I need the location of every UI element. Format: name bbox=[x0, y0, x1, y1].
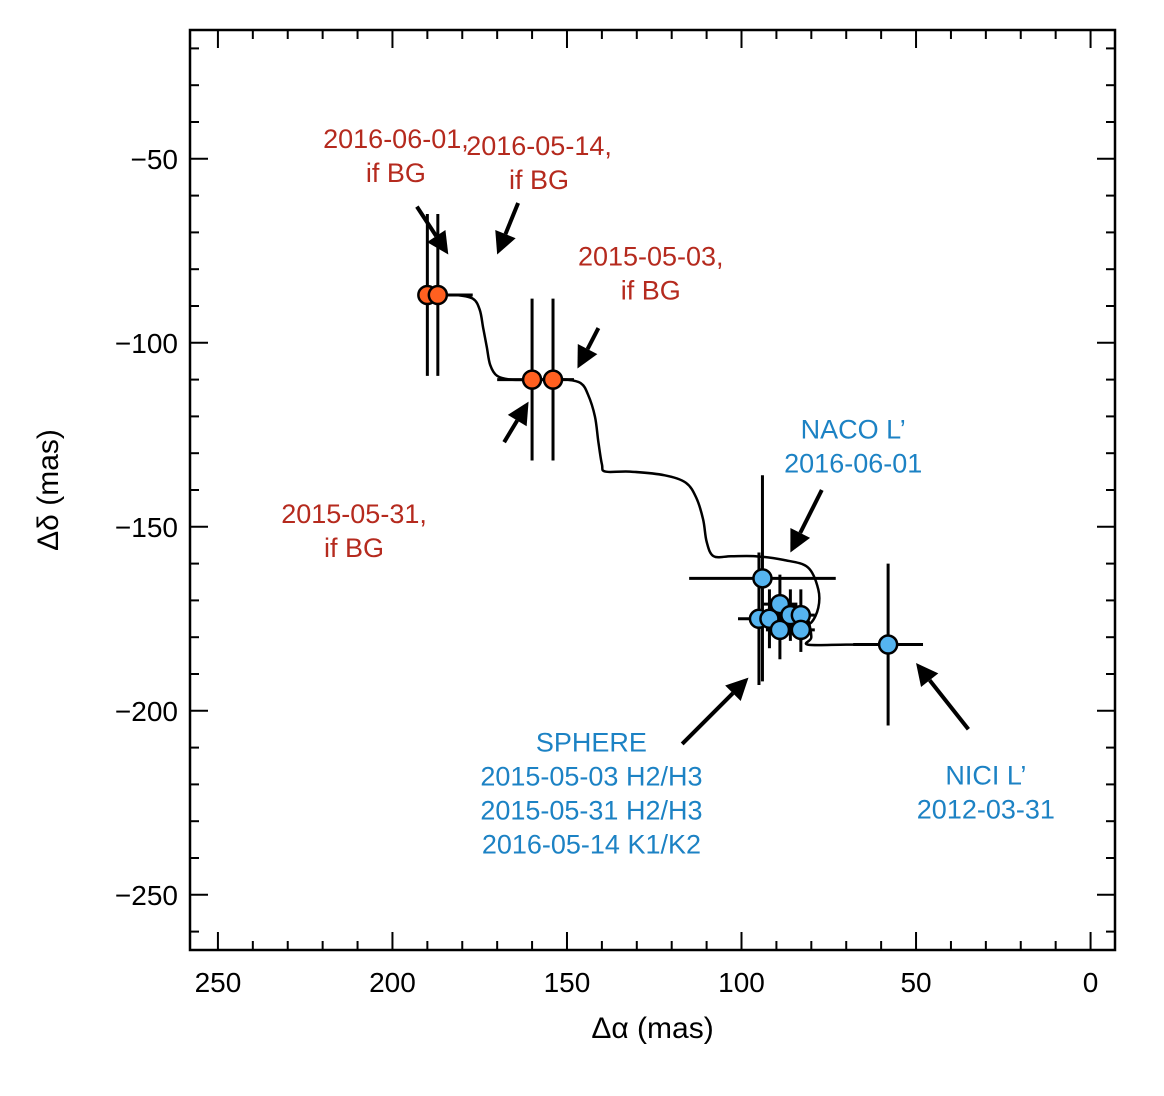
plot-frame bbox=[188, 28, 1117, 952]
annotation-arrow bbox=[928, 678, 970, 731]
y-tick-label: −200 bbox=[115, 696, 178, 727]
annotation-text: 2016-05-14, bbox=[466, 131, 612, 161]
y-tick-label: −100 bbox=[115, 328, 178, 359]
annotation-text: 2015-05-03 H2/H3 bbox=[480, 761, 702, 791]
annotation-text: SPHERE bbox=[536, 727, 647, 757]
arrow-head bbox=[916, 662, 939, 688]
annotation-text: 2015-05-03, bbox=[578, 242, 724, 272]
y-tick-label: −50 bbox=[131, 144, 179, 175]
annotation-arrow bbox=[415, 205, 438, 238]
annotation-arrow bbox=[680, 691, 735, 746]
predicted-bg-point bbox=[427, 284, 449, 306]
annotation-text: NACO L’ bbox=[801, 414, 906, 444]
predicted-bg-point bbox=[542, 369, 564, 390]
annotation-text: if BG bbox=[324, 533, 384, 563]
annotation-arrow bbox=[502, 419, 519, 444]
annotation-text: NICI L’ bbox=[945, 760, 1026, 790]
annotation-text: 2015-05-31 H2/H3 bbox=[480, 795, 702, 825]
annotation-text: 2012-03-31 bbox=[917, 794, 1055, 824]
y-tick-label: −250 bbox=[115, 880, 178, 911]
annotations: 2016-06-01, if BG 2016-05-14, if BG 2015-05-… bbox=[281, 124, 1055, 860]
annotation-arrow bbox=[585, 327, 601, 350]
annotation-text: if BG bbox=[621, 276, 681, 306]
annotation-text: 2016-06-01, bbox=[323, 124, 469, 154]
x-tick-label: 100 bbox=[718, 967, 765, 998]
arrow-head bbox=[725, 677, 749, 702]
x-tick-label: 50 bbox=[900, 967, 931, 998]
annotation-arrow bbox=[798, 489, 824, 534]
annotation-text: 2016-06-01 bbox=[784, 448, 922, 478]
observed-point bbox=[790, 619, 812, 641]
annotation-arrow bbox=[503, 202, 520, 235]
axis-ticks: 250 200 150 100 50 0 −50 −100 −150 −200 −250 bbox=[115, 30, 1115, 998]
annotation-text: 2016-05-14 K1/K2 bbox=[482, 829, 701, 859]
x-tick-label: 200 bbox=[369, 967, 416, 998]
observed-point bbox=[769, 619, 791, 641]
predicted-bg-point bbox=[521, 369, 543, 390]
annotation-text: 2015-05-31, bbox=[281, 499, 427, 529]
arrow-head bbox=[495, 229, 516, 255]
observed-point bbox=[877, 634, 899, 655]
annotation-text: if BG bbox=[509, 165, 569, 195]
arrow-head bbox=[507, 401, 529, 427]
arrow-head bbox=[427, 230, 449, 255]
y-axis-label: Δδ (mas) bbox=[32, 429, 65, 551]
x-axis-label: Δα (mas) bbox=[591, 1012, 713, 1045]
x-tick-label: 0 bbox=[1083, 967, 1099, 998]
observed-point bbox=[752, 568, 773, 589]
arrow-head bbox=[577, 343, 598, 369]
x-tick-label: 250 bbox=[195, 967, 242, 998]
y-tick-label: −150 bbox=[115, 512, 178, 543]
x-tick-label: 150 bbox=[544, 967, 591, 998]
annotation-text: if BG bbox=[366, 158, 426, 188]
arrow-head bbox=[790, 527, 811, 553]
